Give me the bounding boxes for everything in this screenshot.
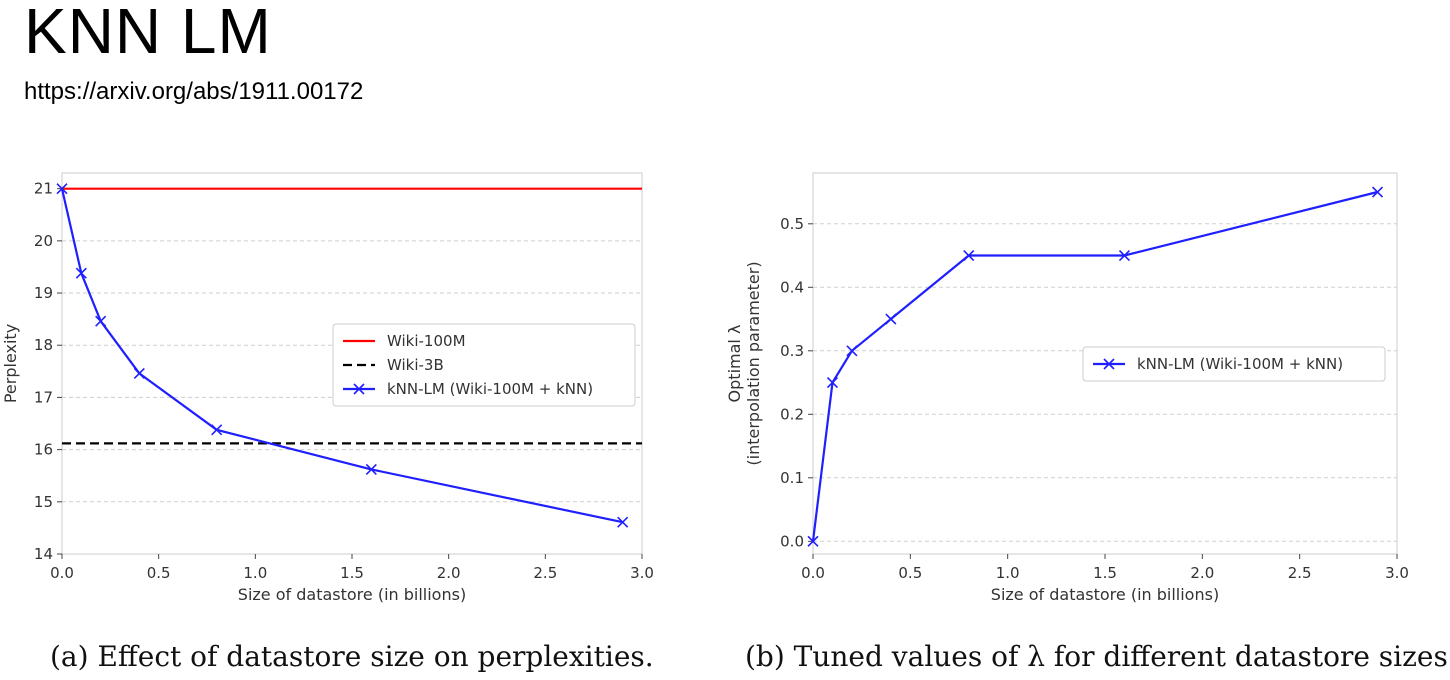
legend-entry-label: Wiki-3B — [387, 356, 444, 374]
x-tick-label: 1.5 — [1093, 564, 1117, 582]
paper-link[interactable]: https://arxiv.org/abs/1911.00172 — [24, 78, 364, 105]
data-point-marker — [1371, 186, 1384, 198]
y-axis-label: Perplexity — [1, 324, 20, 403]
data-point-marker — [807, 535, 819, 547]
x-tick-label: 0.0 — [801, 564, 825, 582]
legend-marker — [1103, 358, 1115, 370]
x-tick-label: 2.5 — [1288, 564, 1312, 582]
y-tick-label: 17 — [34, 388, 53, 406]
y-tick-label: 15 — [34, 493, 53, 511]
data-point-marker — [885, 313, 897, 325]
data-point-marker — [75, 267, 87, 279]
x-axis-label: Size of datastore (in billions) — [991, 585, 1219, 604]
data-point-marker — [617, 516, 629, 528]
data-point-marker — [1118, 249, 1131, 262]
data-point-marker — [826, 376, 839, 389]
data-point-marker — [133, 367, 145, 379]
legend-entry-label: Wiki-100M — [387, 332, 466, 350]
data-point-marker — [846, 345, 858, 357]
y-tick-label: 0.2 — [780, 405, 804, 423]
y-tick-label: 18 — [34, 336, 53, 354]
x-tick-label: 1.5 — [340, 564, 364, 582]
x-tick-label: 3.0 — [630, 564, 654, 582]
x-tick-label: 1.0 — [996, 564, 1020, 582]
y-axis-label: (interpolation parameter) — [744, 261, 763, 465]
legend-marker — [353, 383, 365, 395]
legend-box — [332, 323, 636, 407]
x-tick-label: 1.0 — [243, 564, 267, 582]
y-tick-label: 0.3 — [780, 342, 804, 360]
x-tick-label: 3.0 — [1385, 564, 1409, 582]
x-tick-label: 0.5 — [147, 564, 171, 582]
data-point-marker — [95, 315, 107, 327]
x-tick-label: 0.5 — [898, 564, 922, 582]
x-tick-label: 0.0 — [50, 564, 74, 582]
x-axis-label: Size of datastore (in billions) — [238, 585, 466, 604]
data-point-marker — [365, 463, 377, 476]
legend-box — [1082, 346, 1386, 382]
y-tick-label: 20 — [34, 232, 53, 250]
caption-a: (a) Effect of datastore size on perplexi… — [50, 640, 654, 673]
data-point-marker — [211, 424, 223, 436]
y-tick-label: 21 — [34, 180, 53, 198]
y-tick-label: 19 — [34, 284, 53, 302]
y-tick-label: 0.1 — [780, 469, 804, 487]
caption-b: (b) Tuned values of λ for different data… — [745, 640, 1450, 673]
legend-entry-label: kNN-LM (Wiki-100M + kNN) — [1137, 355, 1343, 373]
data-point-marker — [56, 183, 68, 195]
y-axis-label: Optimal λ — [725, 325, 744, 403]
slide-title: KNN LM — [24, 0, 272, 67]
data-point-marker — [963, 249, 975, 262]
y-tick-label: 14 — [34, 545, 53, 563]
x-tick-label: 2.5 — [533, 564, 557, 582]
x-tick-label: 2.0 — [1190, 564, 1214, 582]
y-tick-label: 16 — [34, 441, 53, 459]
y-tick-label: 0.5 — [780, 215, 804, 233]
x-tick-label: 2.0 — [437, 564, 461, 582]
y-tick-label: 0.4 — [780, 278, 804, 296]
y-tick-label: 0.0 — [780, 532, 804, 550]
legend-entry-label: kNN-LM (Wiki-100M + kNN) — [387, 380, 593, 398]
